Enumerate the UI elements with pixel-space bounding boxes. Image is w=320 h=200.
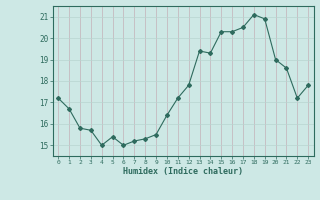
X-axis label: Humidex (Indice chaleur): Humidex (Indice chaleur) <box>123 167 243 176</box>
